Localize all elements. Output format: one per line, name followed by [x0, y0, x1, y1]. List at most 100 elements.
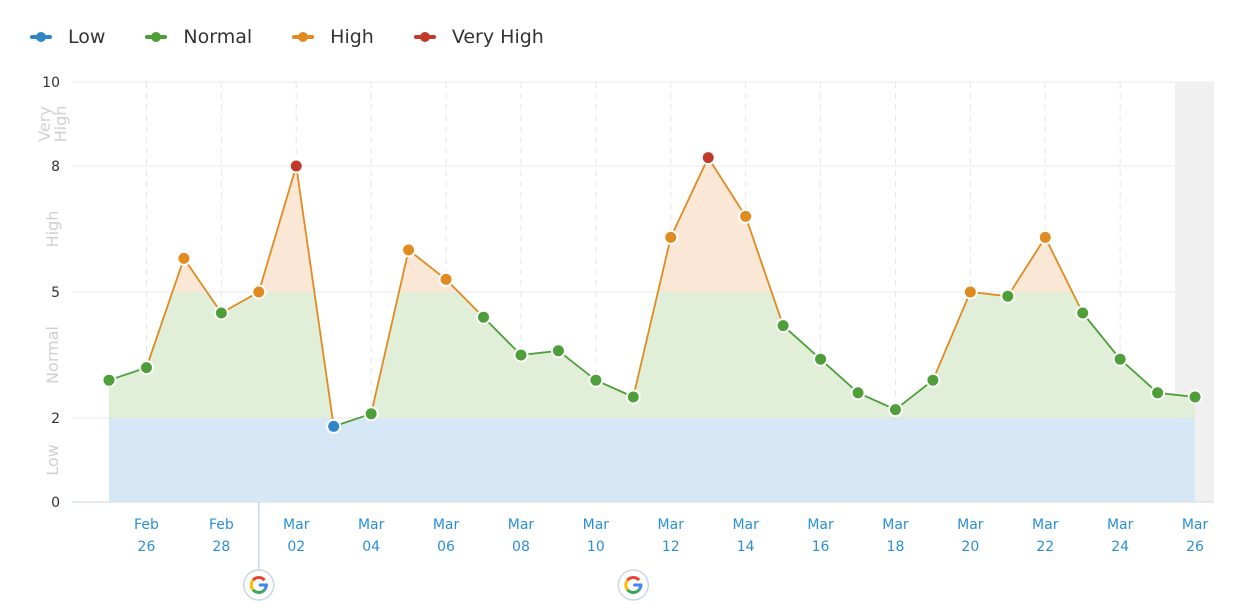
- series-segment: [819, 358, 859, 394]
- x-tick-month: Feb: [209, 517, 234, 533]
- zone-fill-high: [109, 166, 1196, 292]
- legend-item-high[interactable]: High: [292, 26, 374, 48]
- zone-label-text: High: [51, 106, 70, 143]
- x-tick-label: Feb 26: [134, 517, 159, 555]
- y-tick-label: 0: [51, 495, 60, 511]
- x-tick-label: Feb 28: [209, 517, 234, 555]
- legend-label-normal: Normal: [183, 26, 253, 48]
- x-tick-label: Mar 16: [807, 517, 834, 555]
- google-update-annotation: [617, 569, 650, 601]
- x-tick-label: Mar 02: [283, 517, 310, 555]
- y-tick-label: 5: [51, 285, 60, 301]
- zone-fill-low: [109, 418, 1196, 502]
- x-tick-label: Mar 22: [1032, 517, 1059, 555]
- x-tick-label: Mar 06: [433, 517, 460, 555]
- data-point: [625, 389, 641, 405]
- legend-swatch-very-high: [413, 31, 436, 43]
- data-point: [213, 305, 229, 321]
- legend-label-low: Low: [68, 26, 106, 48]
- x-tick-day: 02: [287, 539, 305, 555]
- x-tick-month: Mar: [732, 517, 759, 533]
- x-tick-label: Mar 08: [508, 517, 535, 555]
- google-icon-arc: [249, 579, 255, 591]
- zone-label-text: High: [43, 211, 62, 248]
- zone-label-text: Very: [35, 106, 54, 142]
- x-tick-month: Mar: [1107, 517, 1134, 533]
- legend-swatch-high: [292, 31, 315, 43]
- data-point: [850, 385, 866, 401]
- data-point: [1150, 385, 1166, 401]
- data-point: [550, 343, 566, 359]
- data-point: [1075, 305, 1091, 321]
- data-point: [887, 402, 903, 418]
- x-tick-month: Mar: [283, 517, 310, 533]
- series-segment: [407, 249, 447, 281]
- data-point: [588, 372, 604, 388]
- x-tick-day: 18: [887, 539, 905, 555]
- series-segment: [295, 165, 335, 428]
- x-tick-month: Mar: [358, 517, 385, 533]
- series-segment: [1119, 358, 1159, 394]
- x-tick-label: Mar 04: [358, 517, 385, 555]
- series-segment: [932, 291, 972, 382]
- x-tick-day: 06: [437, 539, 455, 555]
- x-tick-month: Mar: [658, 517, 685, 533]
- series-segment: [632, 236, 672, 398]
- x-tick-month: Mar: [807, 517, 834, 533]
- series-segment: [482, 316, 522, 356]
- series-segment: [669, 156, 710, 239]
- x-tick-month: Mar: [433, 517, 460, 533]
- zone-label-high: High: [43, 211, 62, 248]
- legend-swatch-normal: [145, 31, 168, 43]
- data-point: [1112, 351, 1128, 367]
- series-segment: [557, 349, 597, 382]
- legend-swatch-low: [30, 31, 52, 43]
- google-icon: [249, 576, 268, 594]
- x-tick-day: 26: [138, 539, 156, 555]
- x-tick-label: Mar 10: [583, 517, 610, 555]
- x-tick-month: Mar: [1182, 517, 1209, 533]
- data-point: [813, 351, 829, 367]
- data-point: [513, 347, 529, 363]
- x-tick-month: Feb: [134, 517, 159, 533]
- google-icon-arc: [624, 579, 629, 591]
- x-tick-label: Mar 20: [957, 517, 984, 555]
- x-tick-label: Mar 24: [1107, 517, 1134, 555]
- x-tick-day: 10: [587, 539, 605, 555]
- y-tick-label: 10: [42, 75, 60, 91]
- series-segment: [145, 257, 185, 369]
- series-segment: [370, 249, 410, 415]
- data-point: [288, 158, 304, 174]
- y-tick-label: 2: [51, 411, 60, 427]
- legend-item-very-high[interactable]: Very High: [413, 26, 544, 48]
- data-point: [1000, 288, 1016, 304]
- x-tick-month: Mar: [1032, 517, 1059, 533]
- x-tick-label: Mar 14: [732, 517, 759, 555]
- x-tick-day: 14: [737, 539, 755, 555]
- series-segment: [182, 257, 223, 314]
- zone-label-text: Normal: [43, 326, 62, 384]
- google-icon-arc: [251, 588, 266, 594]
- x-tick-day: 12: [662, 539, 680, 555]
- google-icon-arc: [626, 588, 641, 594]
- x-tick-label: Mar 12: [658, 517, 685, 555]
- x-tick-label: Mar 26: [1182, 517, 1209, 555]
- legend-item-normal[interactable]: Normal: [145, 26, 252, 48]
- series-segment: [257, 165, 298, 293]
- data-point: [700, 150, 716, 166]
- data-point: [1037, 229, 1053, 245]
- data-point: [1187, 389, 1203, 405]
- data-point: [401, 242, 417, 258]
- x-tick-day: 20: [961, 539, 979, 555]
- data-point: [925, 372, 941, 388]
- data-point: [476, 309, 491, 325]
- data-point: [363, 406, 379, 422]
- legend-item-low[interactable]: Low: [30, 26, 105, 48]
- legend-label-very-high: Very High: [451, 26, 544, 48]
- x-tick-month: Mar: [957, 517, 984, 533]
- series-segment: [707, 156, 747, 218]
- x-tick-day: 08: [512, 539, 530, 555]
